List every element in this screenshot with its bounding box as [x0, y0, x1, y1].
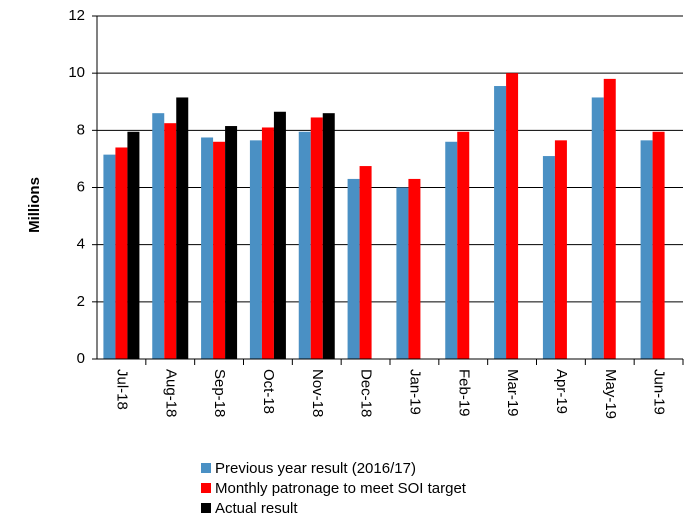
y-tick-label: 12 — [68, 7, 85, 24]
bar — [457, 131, 470, 359]
x-tick-label: Mar-19 — [504, 369, 521, 417]
x-tick-label: Jun-19 — [651, 369, 668, 415]
bar — [261, 127, 274, 359]
bar — [152, 113, 165, 359]
x-tick-label: Aug-18 — [162, 369, 179, 417]
legend-label: Monthly patronage to meet SOI target — [215, 480, 467, 497]
bar — [603, 78, 616, 359]
bar — [494, 86, 507, 359]
bar — [164, 123, 177, 359]
x-tick-label: Feb-19 — [455, 369, 472, 417]
bar — [225, 126, 238, 359]
y-tick-label: 8 — [77, 121, 85, 138]
bar — [542, 156, 555, 359]
bar — [310, 117, 323, 360]
bar — [176, 97, 189, 360]
x-tick-label: Jan-19 — [406, 369, 423, 415]
bar — [322, 113, 335, 359]
legend-marker — [201, 463, 211, 473]
bar — [506, 73, 519, 360]
y-tick-label: 0 — [77, 350, 85, 367]
y-axis-label: Millions — [26, 177, 43, 233]
bar — [201, 137, 214, 359]
bar — [249, 140, 262, 359]
bar — [640, 140, 653, 359]
legend-label: Actual result — [215, 500, 298, 517]
x-tick-label: Jul-18 — [113, 369, 130, 410]
bar — [359, 166, 372, 359]
bar — [115, 147, 128, 359]
y-tick-label: 6 — [77, 178, 85, 195]
y-tick-label: 10 — [68, 64, 85, 81]
bar — [652, 131, 665, 359]
bar — [298, 131, 311, 359]
x-tick-label: Oct-18 — [260, 369, 277, 414]
legend-marker — [201, 503, 211, 513]
bar — [347, 178, 360, 359]
bar — [591, 97, 604, 360]
x-tick-label: Dec-18 — [358, 369, 375, 417]
bar — [396, 187, 409, 359]
bar — [273, 111, 286, 359]
x-tick-label: Apr-19 — [553, 369, 570, 414]
y-tick-label: 4 — [77, 236, 85, 253]
x-tick-label: May-19 — [602, 369, 619, 419]
bar — [213, 141, 226, 359]
bar — [408, 178, 421, 359]
bar — [445, 141, 458, 359]
bar — [127, 131, 140, 359]
y-tick-label: 2 — [77, 293, 85, 310]
legend-marker — [201, 483, 211, 493]
x-tick-label: Sep-18 — [211, 369, 228, 417]
legend-label: Previous year result (2016/17) — [215, 460, 416, 477]
bar — [103, 154, 116, 359]
x-tick-label: Nov-18 — [309, 369, 326, 417]
bar — [554, 140, 567, 359]
